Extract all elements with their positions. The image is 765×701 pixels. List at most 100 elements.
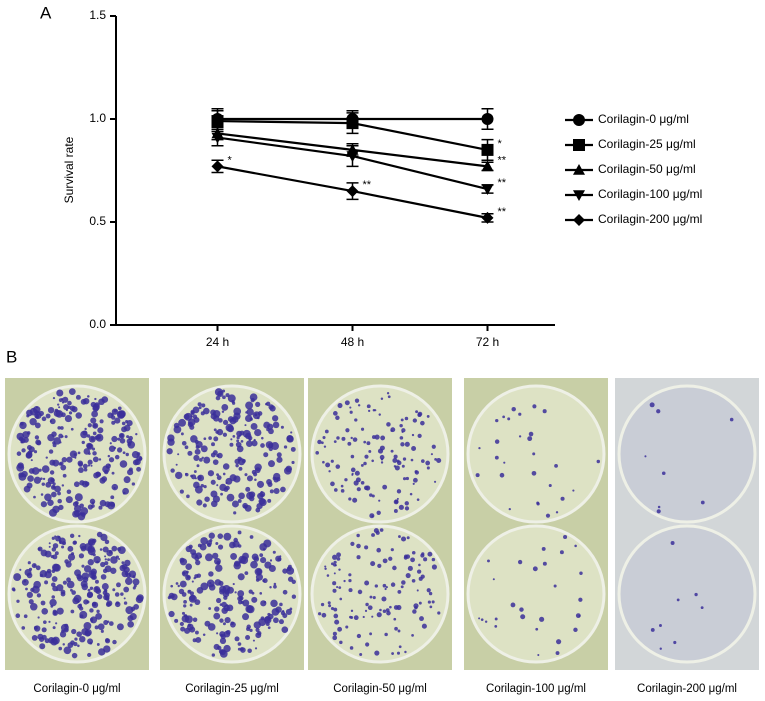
- colony: [97, 427, 104, 434]
- colony: [398, 504, 404, 510]
- colony: [198, 457, 203, 462]
- colony: [204, 620, 211, 627]
- marker: [573, 190, 585, 201]
- colony: [259, 553, 264, 558]
- colony: [47, 406, 55, 414]
- colony: [181, 614, 190, 623]
- colony: [184, 412, 193, 421]
- colony: [236, 445, 244, 453]
- colony: [200, 537, 208, 545]
- colony: [548, 483, 552, 488]
- colony: [96, 472, 102, 477]
- colony: [427, 551, 433, 557]
- colony: [281, 626, 289, 634]
- colony: [401, 536, 407, 542]
- colony: [233, 561, 242, 570]
- colony: [111, 483, 119, 491]
- colony: [218, 418, 223, 423]
- colony: [409, 492, 413, 496]
- colony: [121, 421, 126, 426]
- colony: [251, 596, 258, 603]
- colony: [221, 403, 229, 411]
- colony: [72, 510, 80, 518]
- colony: [86, 434, 91, 438]
- colony: [175, 471, 183, 480]
- colony: [214, 557, 221, 565]
- colony: [110, 556, 118, 564]
- colony: [545, 513, 551, 518]
- colony: [84, 481, 90, 487]
- colony: [96, 531, 103, 538]
- well: [310, 524, 450, 664]
- colony: [336, 586, 339, 589]
- colony: [347, 441, 352, 446]
- colony: [249, 535, 254, 539]
- colony: [360, 480, 365, 485]
- colony: [213, 612, 221, 620]
- colony: [237, 600, 243, 605]
- colony: [338, 586, 342, 589]
- colony: [349, 410, 353, 414]
- colony: [237, 647, 241, 651]
- colony: [70, 609, 75, 614]
- colony: [65, 561, 72, 568]
- colony: [390, 548, 394, 552]
- colony: [244, 424, 247, 427]
- colony: [245, 411, 248, 414]
- colony: [380, 397, 384, 400]
- colony: [60, 464, 67, 471]
- colony: [27, 561, 31, 565]
- colony: [186, 623, 194, 631]
- panel-label: A: [40, 3, 52, 22]
- colony: [27, 475, 34, 482]
- colony: [76, 631, 83, 637]
- colony: [411, 633, 414, 637]
- colony: [234, 636, 240, 642]
- colony: [81, 583, 89, 591]
- colony: [283, 445, 288, 449]
- colony: [233, 475, 241, 483]
- colony: [216, 428, 224, 436]
- colony: [350, 609, 354, 613]
- colony: [90, 572, 95, 576]
- colony: [44, 570, 52, 579]
- colony: [286, 566, 292, 572]
- colony: [101, 476, 108, 482]
- colony: [213, 428, 217, 432]
- colony: [282, 613, 288, 619]
- colony: [480, 618, 484, 622]
- colony: [219, 637, 227, 644]
- colony: [385, 608, 390, 612]
- colony: [48, 620, 51, 623]
- colony: [263, 600, 267, 604]
- colony: [45, 413, 51, 419]
- colony: [57, 426, 61, 430]
- colony: [72, 540, 77, 545]
- colony: [51, 569, 56, 573]
- colony: [52, 459, 60, 467]
- well: [310, 384, 450, 524]
- colony: [74, 456, 77, 459]
- colony: [91, 574, 97, 580]
- colony: [13, 573, 22, 582]
- colony: [113, 409, 117, 413]
- colony: [67, 545, 74, 552]
- colony: [541, 546, 546, 551]
- colony: [88, 452, 91, 455]
- colony: [244, 473, 248, 477]
- colony: [494, 617, 498, 621]
- colony: [273, 617, 279, 624]
- colony: [221, 601, 227, 608]
- colony: [222, 432, 228, 437]
- colony: [285, 608, 292, 616]
- colony: [365, 602, 369, 607]
- colony: [398, 535, 401, 538]
- colony: [339, 640, 343, 645]
- colony: [332, 631, 337, 636]
- colony: [256, 416, 260, 420]
- x-tick-label: 24 h: [206, 335, 229, 349]
- colony: [563, 534, 568, 540]
- colony: [659, 647, 662, 650]
- colony: [181, 440, 187, 446]
- colony: [237, 573, 245, 581]
